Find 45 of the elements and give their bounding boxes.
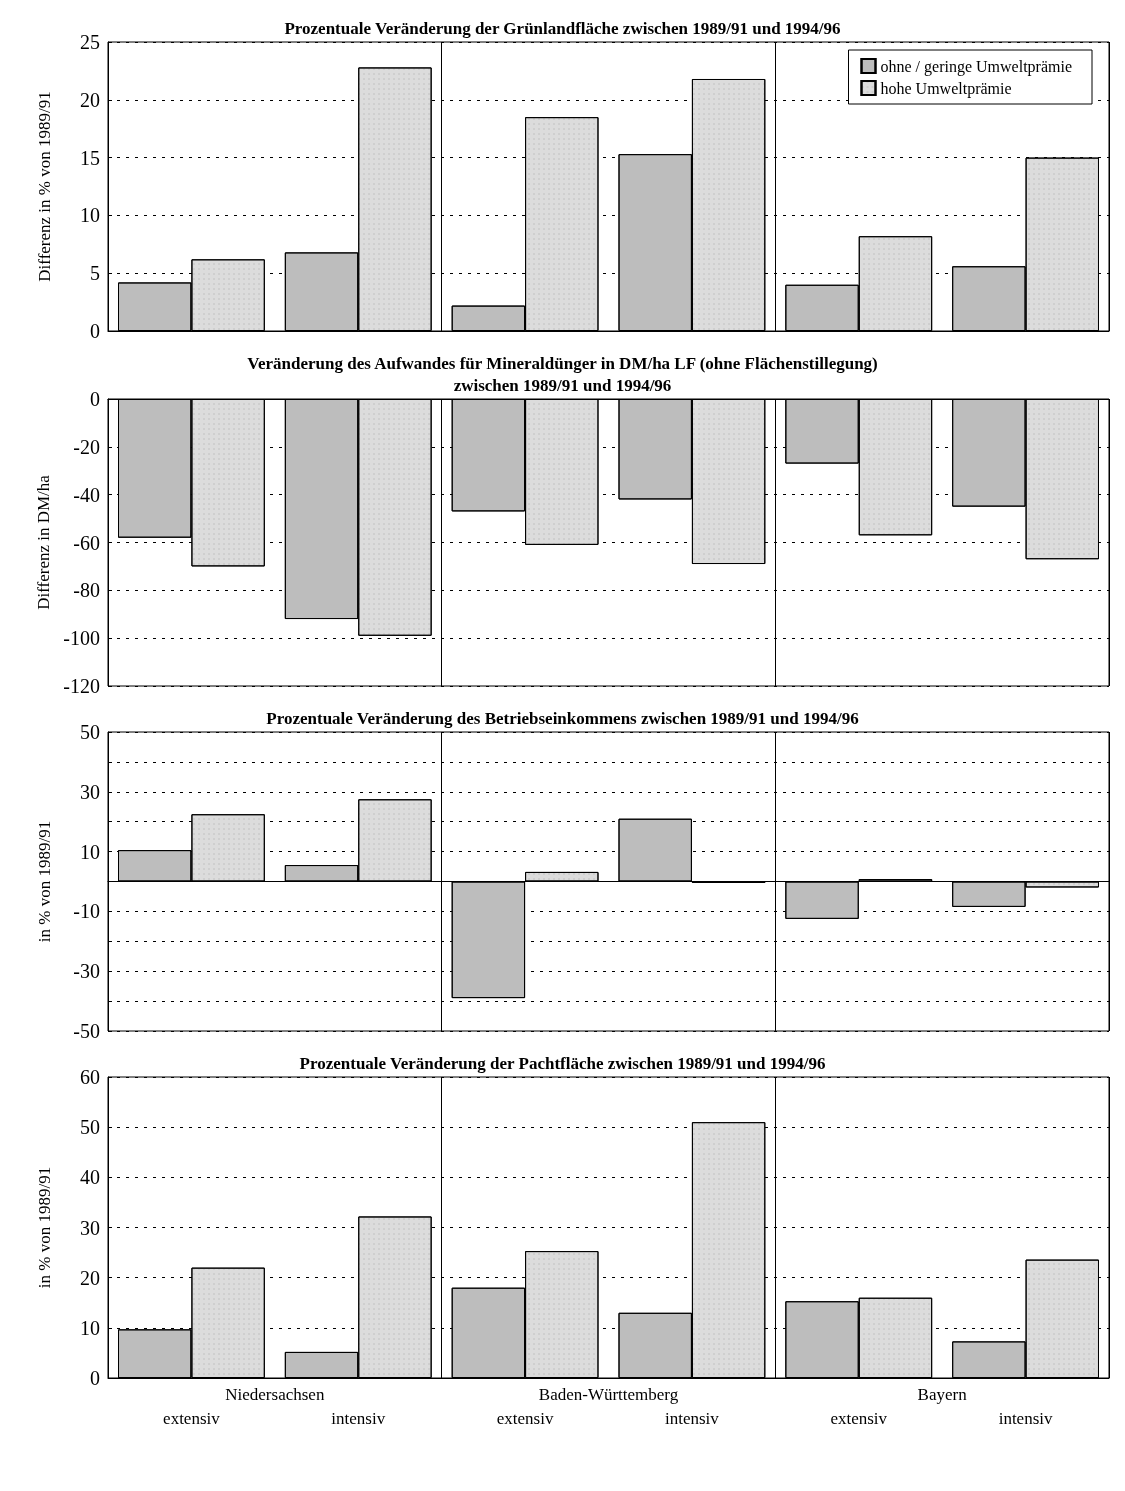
x-tick-label: intensiv [331, 1409, 386, 1428]
y-axis-title: Differenz in % von 1989/91 [35, 91, 54, 282]
text: Niedersachsen [225, 1385, 325, 1404]
y-tick-label: -20 [73, 435, 100, 458]
y-axis-title: in % von 1989/91 [35, 820, 54, 943]
y-tick-label: 30 [80, 1216, 100, 1239]
y-tick-label: -120 [63, 675, 100, 697]
y-tick-label: 60 [80, 1066, 100, 1088]
y-tick-label: -100 [63, 627, 100, 650]
x-tick-label: intensiv [664, 1409, 720, 1428]
x-tick-label: extensiv [163, 1409, 221, 1428]
y-tick-label: 30 [80, 780, 100, 803]
y-tick-label: -80 [73, 579, 100, 602]
y-tick-label: 20 [80, 1266, 100, 1289]
chart-title: Prozentuale Veränderung des Betriebseinkommens zwischen 1989/91 und 1994/96 [266, 708, 859, 728]
text: Baden-Württemberg [538, 1385, 679, 1404]
y-tick-label: -50 [73, 1020, 100, 1042]
y-tick-label: 0 [90, 320, 100, 342]
y-tick-label: 40 [80, 1166, 100, 1189]
x-tick-label: extensiv [496, 1409, 554, 1428]
y-tick-label: 10 [80, 204, 100, 227]
y-tick-label: -40 [73, 483, 100, 506]
y-tick-label: 15 [80, 146, 100, 169]
x-tick-label: intensiv [998, 1409, 1053, 1428]
y-tick-label: 50 [80, 721, 100, 743]
chart-title: Veränderung des Aufwandes für Mineraldünger in DM/ha LF (ohne Flächenstillegung) zwischen 1989/91 und 1994/96 [247, 353, 878, 395]
y-axis-title: in % von 1989/91 [35, 1166, 54, 1289]
y-tick-label: 0 [90, 388, 100, 410]
chart-title: Prozentuale Veränderung der Grünlandfläche zwischen 1989/91 und 1994/96 [284, 18, 841, 38]
y-tick-label: 10 [80, 1316, 100, 1339]
y-axis-title: Differenz in DM/ha [34, 474, 54, 610]
y-tick-label: -10 [73, 900, 100, 923]
legend-label: ohne / geringe Umweltprämie [880, 57, 1073, 76]
y-tick-label: 25 [80, 31, 100, 53]
y-tick-label: -30 [73, 960, 100, 983]
y-tick-label: 50 [80, 1116, 100, 1139]
y-tick-label: 20 [80, 88, 100, 111]
text: Bayern [917, 1385, 968, 1404]
y-tick-label: 5 [90, 262, 100, 285]
y-tick-label: 10 [80, 840, 100, 863]
x-tick-label: extensiv [830, 1409, 888, 1428]
chart-title: Prozentuale Veränderung der Pachtfläche zwischen 1989/91 und 1994/96 [299, 1053, 826, 1073]
y-tick-label: 0 [90, 1367, 100, 1389]
y-tick-label: -60 [73, 531, 100, 554]
legend-label: hohe Umweltprämie [880, 79, 1012, 98]
